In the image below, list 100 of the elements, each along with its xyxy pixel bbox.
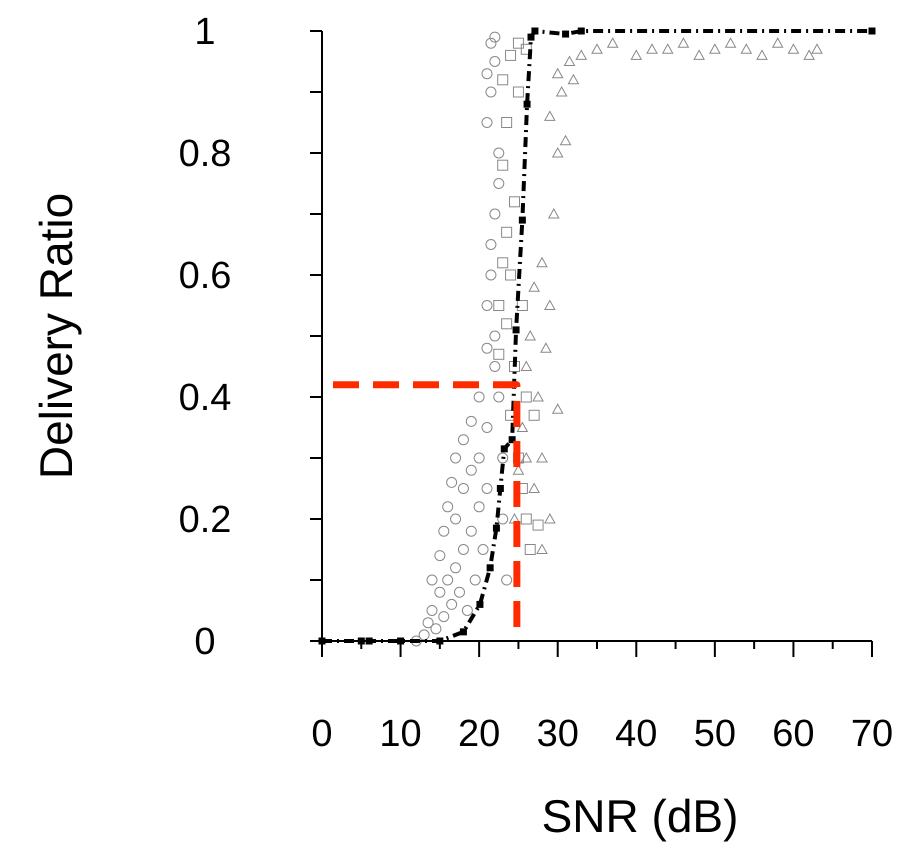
point	[418, 629, 430, 640]
point	[489, 208, 500, 220]
point	[524, 544, 536, 555]
x-tick-label: 0	[311, 713, 333, 755]
point	[544, 110, 556, 121]
point	[528, 282, 540, 292]
point	[630, 50, 642, 60]
point	[576, 50, 587, 60]
point	[501, 574, 512, 586]
point	[460, 628, 467, 636]
point	[772, 38, 784, 48]
point	[568, 74, 579, 84]
y-tick-label: 0.2	[178, 499, 232, 541]
point	[516, 422, 528, 432]
point	[564, 56, 575, 66]
x-tick-label: 70	[850, 713, 894, 755]
point	[540, 342, 552, 353]
point	[426, 574, 438, 586]
point	[544, 514, 556, 524]
point	[532, 520, 544, 531]
point	[450, 452, 462, 464]
point	[434, 550, 446, 562]
point	[486, 564, 494, 572]
point	[493, 392, 504, 402]
y-tick-label: 0	[194, 621, 216, 663]
point	[512, 326, 520, 334]
point	[740, 44, 752, 54]
point	[556, 86, 568, 96]
point	[476, 600, 484, 608]
point	[426, 605, 438, 616]
y-tick-label: 0.4	[178, 377, 232, 419]
point	[528, 34, 534, 41]
point	[446, 598, 458, 610]
point	[489, 32, 500, 43]
point	[518, 216, 526, 224]
x-tick-label: 50	[694, 713, 736, 755]
point	[474, 501, 485, 512]
point	[497, 160, 508, 171]
point	[430, 623, 442, 634]
x-tick-label: 60	[772, 713, 815, 755]
y-tick-label: 1	[194, 11, 216, 53]
point	[496, 485, 504, 492]
x-axis-title: SNR (dB)	[542, 790, 738, 842]
point	[438, 526, 450, 537]
point	[560, 135, 572, 146]
point	[442, 574, 454, 586]
point	[485, 270, 496, 280]
x-tick-label: 20	[458, 713, 500, 755]
x-tick-label: 10	[379, 713, 422, 755]
point	[422, 617, 434, 628]
point	[454, 586, 465, 598]
point	[500, 445, 508, 452]
point	[552, 148, 564, 158]
point	[470, 574, 481, 586]
y-tick-label: 0.6	[178, 255, 232, 297]
point	[493, 348, 504, 360]
point	[458, 483, 469, 494]
point	[520, 452, 532, 462]
point	[662, 44, 674, 54]
point	[552, 68, 564, 78]
point	[474, 452, 485, 464]
point	[462, 605, 473, 616]
point	[410, 636, 422, 646]
point	[524, 330, 536, 340]
point	[485, 239, 496, 250]
point	[607, 38, 618, 48]
point	[489, 56, 500, 67]
point	[562, 30, 570, 38]
point	[509, 196, 520, 208]
point	[756, 50, 768, 60]
point	[450, 562, 462, 574]
point	[497, 452, 508, 464]
point	[536, 544, 548, 554]
point	[520, 514, 532, 524]
point	[536, 452, 548, 462]
point	[493, 178, 504, 189]
y-tick-label: 0.8	[178, 133, 232, 175]
point	[804, 50, 815, 60]
point	[458, 434, 469, 446]
point	[528, 410, 540, 421]
point	[482, 483, 492, 494]
point	[788, 44, 799, 54]
point	[592, 44, 602, 54]
point	[520, 361, 532, 371]
point	[512, 38, 524, 49]
point	[544, 300, 556, 310]
point	[578, 28, 585, 34]
point	[709, 44, 720, 54]
point	[528, 483, 540, 493]
point	[501, 318, 512, 330]
point	[466, 464, 477, 476]
point	[646, 44, 658, 54]
point	[509, 361, 520, 372]
y-axis-title: Delivery Ratio	[30, 192, 82, 480]
point	[532, 392, 544, 402]
point	[516, 300, 528, 311]
point	[501, 226, 512, 238]
point	[812, 44, 822, 54]
point	[482, 300, 492, 311]
point	[497, 257, 508, 268]
